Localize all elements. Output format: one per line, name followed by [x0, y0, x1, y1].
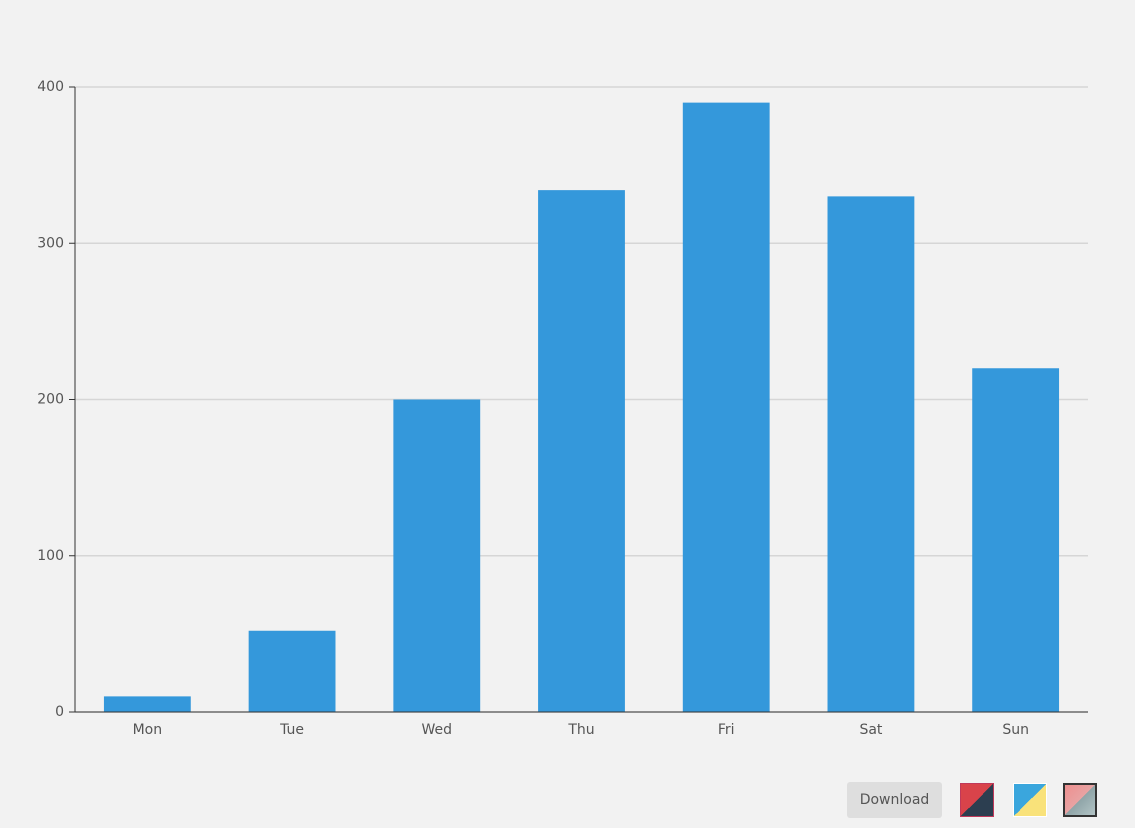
download-button[interactable]: Download [847, 782, 942, 818]
y-tick-label: 0 [55, 704, 64, 720]
theme-swatch[interactable] [960, 783, 994, 817]
y-tick-label: 100 [37, 548, 64, 564]
x-tick-label: Tue [279, 722, 304, 738]
bar [682, 102, 770, 712]
theme-swatch[interactable] [1013, 783, 1047, 817]
theme-swatch[interactable] [1063, 783, 1097, 817]
x-tick-label: Fri [718, 722, 735, 738]
x-tick-label: Sun [1002, 722, 1029, 738]
bar [827, 196, 915, 712]
x-tick-label: Mon [133, 722, 163, 738]
y-tick-label: 400 [37, 79, 64, 95]
bar [393, 399, 481, 712]
x-tick-label: Sat [859, 722, 882, 738]
bar [248, 630, 336, 712]
x-tick-label: Thu [567, 722, 594, 738]
y-tick-label: 200 [37, 392, 64, 408]
bar [972, 368, 1060, 712]
bar [103, 696, 191, 712]
y-tick-label: 300 [37, 235, 64, 251]
x-tick-label: Wed [422, 722, 453, 738]
bar [538, 190, 625, 712]
